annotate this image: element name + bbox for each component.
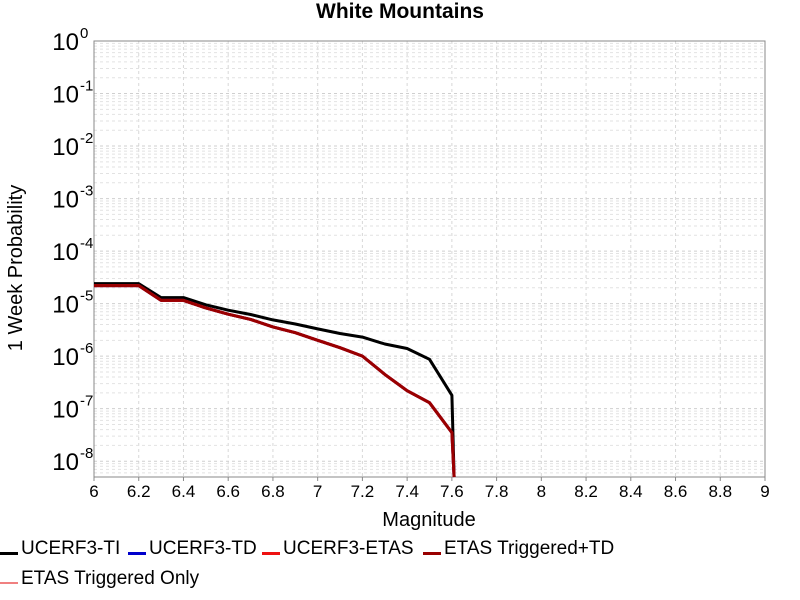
legend-swatch (0, 582, 18, 584)
y-tick-exponent: -6 (80, 340, 93, 357)
x-tick-label-4: 6.8 (261, 482, 285, 501)
series-line-2 (94, 284, 456, 478)
series-line-3 (94, 284, 456, 478)
y-tick-label-4: 10 -4 (52, 235, 93, 266)
x-tick-label-15: 9 (760, 482, 769, 501)
legend-swatch (423, 551, 441, 555)
y-tick-exponent: -3 (80, 183, 93, 200)
y-axis-label: 1 Week Probability (5, 185, 27, 351)
series-line-1 (94, 284, 456, 478)
y-tick-base: 10 (52, 449, 79, 476)
x-tick-label-10: 8 (537, 482, 546, 501)
x-tick-labels: 6 6.2 6.4 6.6 6.8 7 7.2 7.4 7.6 7.8 8 8.2 8.4 8.6 8.8 9 (89, 477, 770, 501)
x-axis-label: Magnitude (382, 509, 475, 531)
y-tick-base: 10 (52, 29, 79, 56)
x-tick-label-13: 8.6 (664, 482, 688, 501)
x-tick-label-12: 8.4 (619, 482, 643, 501)
x-tick-label-8: 7.6 (440, 482, 464, 501)
legend-swatch (0, 551, 18, 555)
series-lines (94, 282, 456, 478)
y-tick-base: 10 (52, 82, 79, 109)
y-tick-label-5: 10 -5 (52, 288, 93, 319)
legend-item-3: ETAS Triggered+TD (423, 538, 614, 560)
y-tick-label-6: 10 -6 (52, 340, 93, 371)
legend-item-1: UCERF3-TD (128, 538, 257, 560)
legend-item-4: ETAS Triggered Only (0, 568, 199, 590)
legend-swatch (262, 551, 280, 555)
chart-title: White Mountains (316, 0, 484, 23)
y-tick-base: 10 (52, 239, 79, 266)
legend-item-0: UCERF3-TI (0, 538, 120, 560)
y-tick-label-7: 10 -7 (52, 393, 93, 424)
x-tick-label-5: 7 (313, 482, 322, 501)
y-tick-base: 10 (52, 134, 79, 161)
y-tick-exponent: -8 (80, 445, 93, 462)
y-tick-label-0: 10 0 (52, 25, 88, 56)
x-tick-label-2: 6.4 (172, 482, 196, 501)
grid (93, 41, 766, 478)
y-tick-exponent: -2 (80, 130, 93, 147)
series-line-0 (94, 282, 456, 478)
legend-label: UCERF3-TD (149, 538, 257, 559)
legend-label: ETAS Triggered+TD (444, 538, 615, 559)
y-tick-exponent: -1 (80, 78, 93, 95)
x-tick-label-6: 7.2 (351, 482, 375, 501)
y-tick-label-3: 10 -3 (52, 183, 93, 214)
legend-item-2: UCERF3-ETAS (262, 538, 414, 560)
x-tick-label-1: 6.2 (127, 482, 151, 501)
plot-area (93, 40, 766, 478)
x-tick-label-11: 8.2 (574, 482, 598, 501)
y-tick-exponent: -5 (80, 288, 93, 305)
x-tick-label-0: 6 (89, 482, 98, 501)
legend-label: UCERF3-TI (21, 538, 121, 559)
y-tick-base: 10 (52, 187, 79, 214)
y-tick-exponent: 0 (80, 25, 88, 42)
y-tick-base: 10 (52, 292, 79, 319)
legend-label: ETAS Triggered Only (21, 568, 200, 589)
y-tick-label-2: 10 -2 (52, 130, 93, 161)
y-tick-base: 10 (52, 397, 79, 424)
x-tick-label-7: 7.4 (395, 482, 419, 501)
y-tick-label-8: 10 -8 (52, 445, 93, 476)
y-tick-exponent: -4 (80, 235, 93, 252)
x-tick-label-3: 6.6 (216, 482, 240, 501)
y-tick-base: 10 (52, 344, 79, 371)
y-tick-exponent: -7 (80, 393, 93, 410)
x-tick-label-14: 8.8 (708, 482, 732, 501)
legend-swatch (128, 551, 146, 555)
legend-label: UCERF3-ETAS (283, 538, 414, 559)
x-tick-label-9: 7.8 (485, 482, 509, 501)
y-tick-label-1: 10 -1 (52, 78, 93, 109)
